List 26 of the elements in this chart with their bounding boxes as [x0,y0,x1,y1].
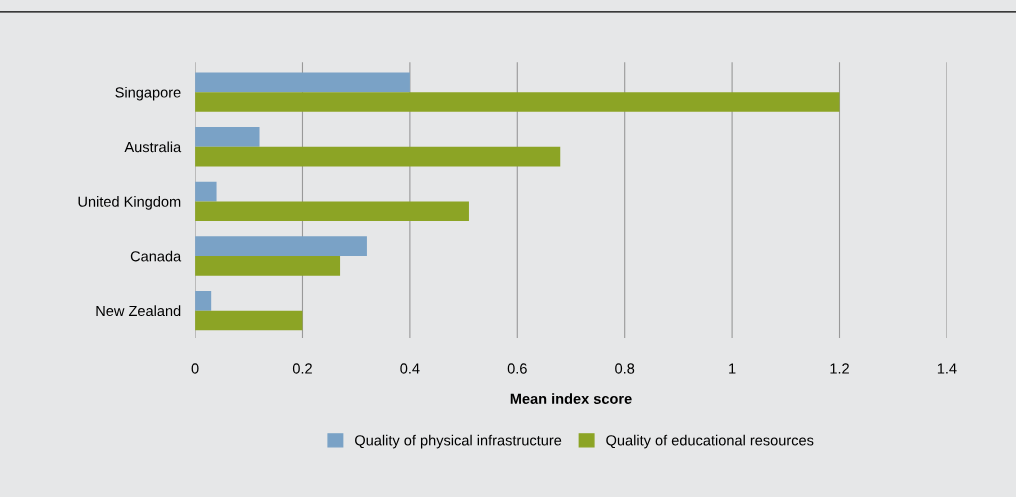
bar [195,181,217,202]
bar [195,127,260,147]
x-tick-label: 1.4 [937,363,957,374]
x-tick-label: 1.2 [830,363,849,374]
x-tick-label: 0.6 [507,363,527,374]
x-tick-label: 0 [191,363,199,374]
bar [195,310,303,331]
bar [195,72,410,93]
bar [195,92,840,112]
x-tick-label: 0.4 [400,363,420,374]
legend-label: Quality of physical infrastructure [355,434,562,449]
y-tick-label: Singapore [115,86,181,101]
x-axis-title: Mean index score [510,393,632,404]
x-tick-label: 0.2 [292,363,312,374]
y-tick-label: New Zealand [96,305,181,317]
bar [195,256,341,276]
bar [195,146,561,167]
y-tick-label: Australia [124,141,182,153]
bar [195,236,367,257]
y-tick-label: Canada [130,250,182,262]
legend-label: Quality of educational resources [606,434,814,449]
bar [195,201,469,222]
y-tick-label: United Kingdom [78,196,181,210]
bar [195,290,212,311]
x-tick-label: 0.8 [615,363,635,374]
x-tick-label: 1 [729,363,736,374]
